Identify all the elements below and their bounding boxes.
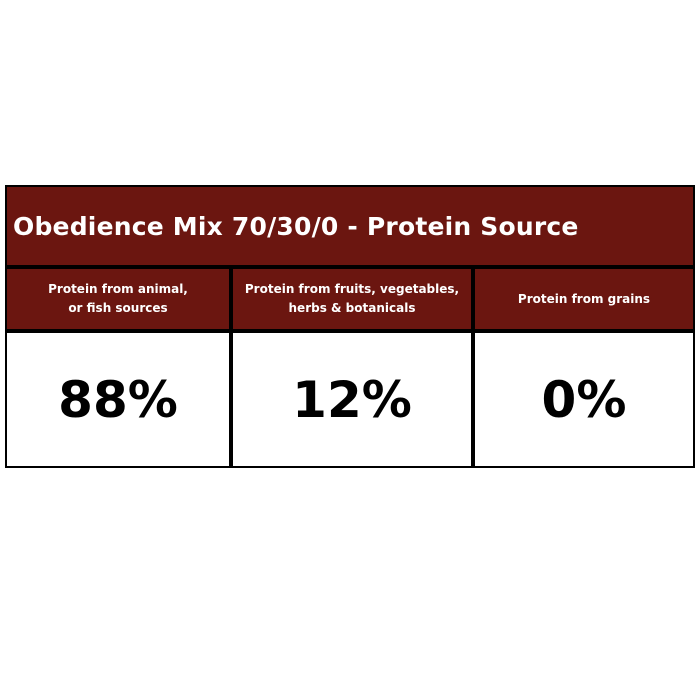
value-animal: 88% bbox=[7, 333, 229, 466]
table-title: Obedience Mix 70/30/0 - Protein Source bbox=[7, 187, 693, 265]
column-header-grains: Protein from grains bbox=[475, 269, 693, 329]
value-fruits-vegetables: 12% bbox=[233, 333, 471, 466]
header-line: Protein from grains bbox=[517, 291, 651, 306]
column-header-fruits-vegetables: Protein from fruits, vegetables, herbs & … bbox=[233, 269, 471, 329]
column-header-animal: Protein from animal, or fish sources bbox=[7, 269, 229, 329]
value-grains: 0% bbox=[475, 333, 693, 466]
protein-source-table: Obedience Mix 70/30/0 - Protein Source P… bbox=[5, 185, 695, 468]
header-line: Protein from animal, bbox=[48, 282, 188, 296]
header-line: or fish sources bbox=[68, 301, 168, 315]
header-line: herbs & botanicals bbox=[288, 301, 416, 315]
header-line: Protein from fruits, vegetables, bbox=[244, 282, 460, 296]
